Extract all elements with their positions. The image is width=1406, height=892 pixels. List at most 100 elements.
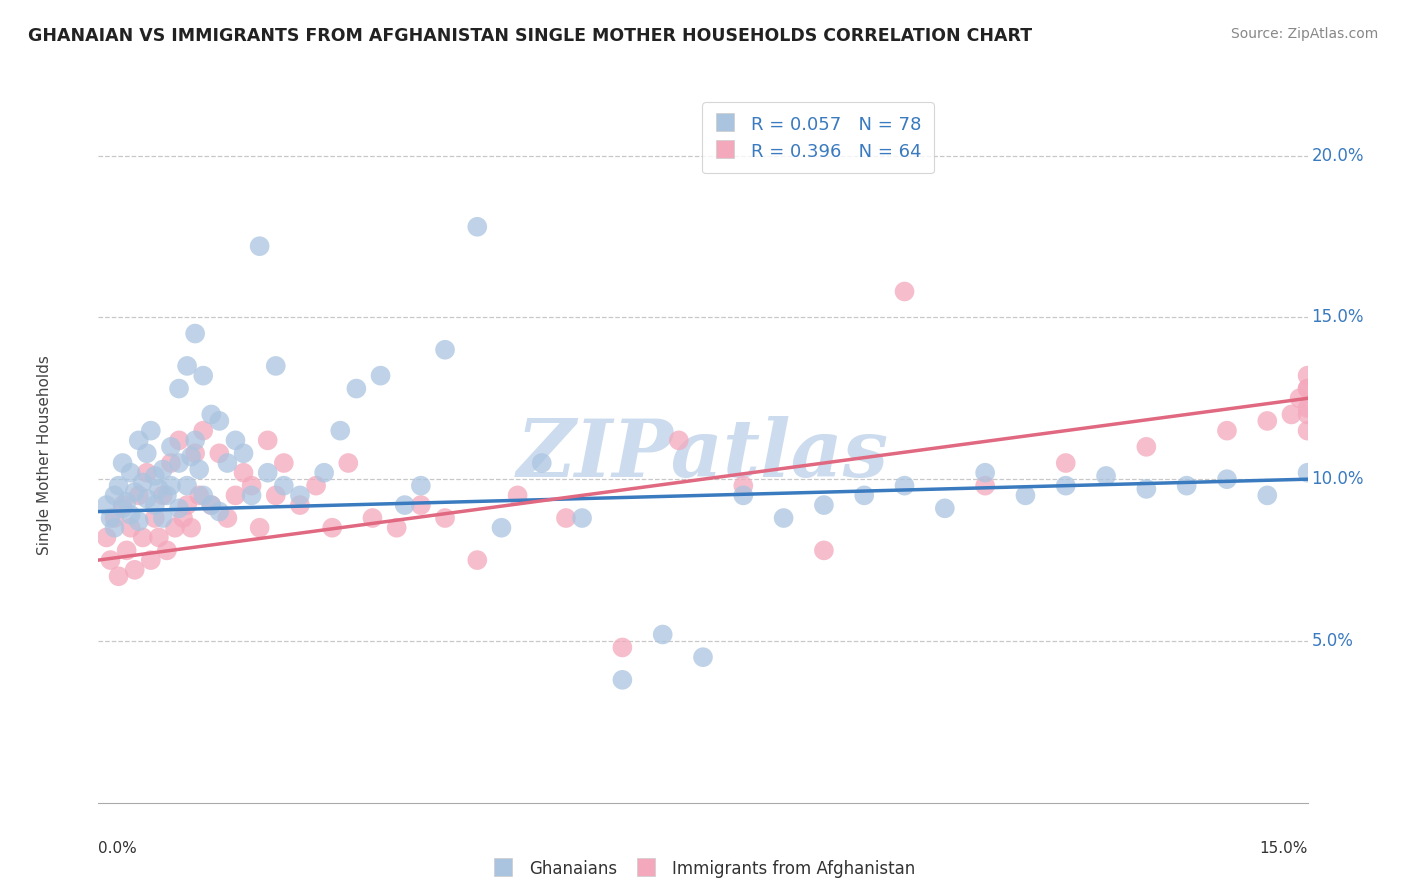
Point: [96, 498, 118, 512]
Point: [1296, 382, 1319, 396]
Point: [152, 462, 174, 476]
Point: [434, 511, 457, 525]
Point: [103, 488, 125, 502]
Point: [394, 498, 416, 512]
Point: [124, 563, 146, 577]
Point: [156, 488, 179, 502]
Point: [1054, 456, 1077, 470]
Point: [193, 424, 215, 438]
Point: [1014, 488, 1036, 502]
Point: [651, 627, 673, 641]
Point: [1135, 440, 1157, 454]
Point: [974, 466, 997, 480]
Point: [329, 424, 352, 438]
Point: [692, 650, 714, 665]
Point: [107, 569, 129, 583]
Point: [370, 368, 392, 383]
Point: [135, 491, 157, 506]
Point: [1296, 424, 1319, 438]
Point: [120, 508, 142, 522]
Point: [167, 434, 190, 448]
Point: [124, 485, 146, 500]
Point: [167, 456, 190, 470]
Point: [434, 343, 457, 357]
Point: [143, 511, 166, 525]
Point: [1288, 392, 1310, 406]
Point: [111, 498, 134, 512]
Point: [1296, 401, 1319, 415]
Point: [1216, 424, 1239, 438]
Point: [1135, 482, 1157, 496]
Point: [1296, 466, 1319, 480]
Point: [853, 488, 876, 502]
Point: [167, 501, 190, 516]
Point: [314, 466, 336, 480]
Point: [264, 359, 287, 373]
Text: Single Mother Households: Single Mother Households: [37, 355, 52, 555]
Point: [893, 285, 915, 299]
Point: [111, 501, 134, 516]
Point: [128, 488, 150, 502]
Point: [180, 521, 202, 535]
Point: [128, 434, 150, 448]
Point: [264, 488, 287, 502]
Point: [193, 368, 215, 383]
Point: [160, 440, 183, 454]
Point: [200, 498, 222, 512]
Point: [813, 543, 835, 558]
Point: [288, 488, 311, 502]
Point: [240, 478, 263, 492]
Point: [1296, 368, 1319, 383]
Point: [612, 640, 634, 655]
Text: 15.0%: 15.0%: [1312, 309, 1364, 326]
Point: [217, 456, 239, 470]
Text: 10.0%: 10.0%: [1312, 470, 1364, 488]
Point: [409, 498, 432, 512]
Point: [100, 511, 122, 525]
Point: [172, 511, 194, 525]
Point: [1281, 408, 1303, 422]
Text: 20.0%: 20.0%: [1312, 146, 1364, 165]
Point: [103, 511, 125, 525]
Point: [217, 511, 239, 525]
Text: Source: ZipAtlas.com: Source: ZipAtlas.com: [1230, 27, 1378, 41]
Point: [465, 553, 488, 567]
Point: [176, 498, 198, 512]
Point: [160, 478, 183, 492]
Point: [208, 446, 231, 460]
Point: [132, 475, 155, 490]
Point: [555, 511, 578, 525]
Point: [115, 543, 138, 558]
Point: [772, 511, 794, 525]
Point: [240, 488, 263, 502]
Point: [1054, 478, 1077, 492]
Point: [103, 521, 125, 535]
Text: GHANAIAN VS IMMIGRANTS FROM AFGHANISTAN SINGLE MOTHER HOUSEHOLDS CORRELATION CHA: GHANAIAN VS IMMIGRANTS FROM AFGHANISTAN …: [28, 27, 1032, 45]
Point: [224, 488, 246, 502]
Point: [256, 434, 278, 448]
Point: [176, 478, 198, 492]
Point: [1296, 382, 1319, 396]
Point: [974, 478, 997, 492]
Point: [1256, 488, 1278, 502]
Point: [1216, 472, 1239, 486]
Point: [491, 521, 513, 535]
Point: [224, 434, 246, 448]
Point: [305, 478, 328, 492]
Point: [249, 521, 271, 535]
Point: [571, 511, 593, 525]
Point: [321, 521, 343, 535]
Text: 0.0%: 0.0%: [98, 841, 138, 856]
Point: [344, 382, 367, 396]
Point: [143, 498, 166, 512]
Point: [200, 498, 222, 512]
Point: [135, 446, 157, 460]
Point: [135, 466, 157, 480]
Point: [409, 478, 432, 492]
Point: [465, 219, 488, 234]
Point: [188, 488, 211, 502]
Point: [273, 456, 295, 470]
Point: [111, 456, 134, 470]
Point: [139, 553, 162, 567]
Point: [143, 469, 166, 483]
